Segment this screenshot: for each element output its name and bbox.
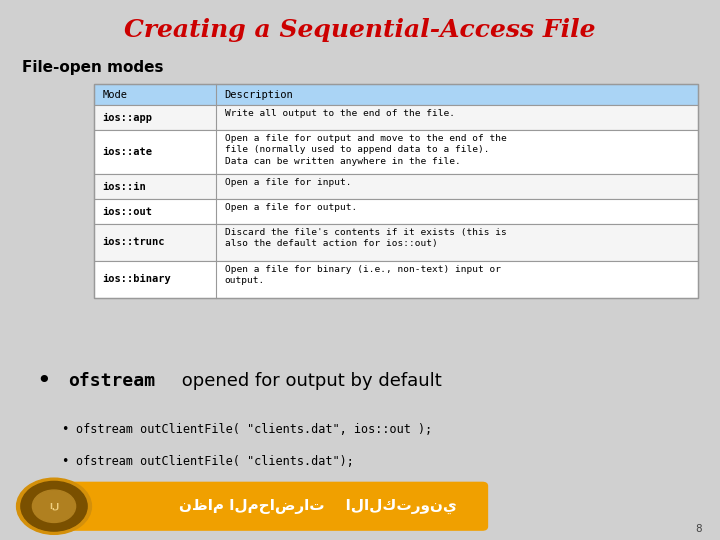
Text: Mode: Mode: [102, 90, 127, 99]
FancyBboxPatch shape: [94, 84, 698, 105]
Circle shape: [17, 478, 91, 535]
FancyBboxPatch shape: [45, 482, 488, 531]
FancyBboxPatch shape: [94, 174, 698, 199]
Text: ios::binary: ios::binary: [102, 274, 171, 284]
Text: Creating a Sequential-Access File: Creating a Sequential-Access File: [125, 18, 595, 42]
FancyBboxPatch shape: [94, 105, 698, 130]
FancyBboxPatch shape: [94, 130, 698, 174]
Text: ios::out: ios::out: [102, 207, 152, 217]
Text: File-open modes: File-open modes: [22, 60, 163, 75]
Text: ios::trunc: ios::trunc: [102, 238, 165, 247]
FancyBboxPatch shape: [94, 224, 698, 261]
Text: ofstream: ofstream: [68, 372, 156, 390]
Text: •: •: [36, 369, 50, 393]
FancyBboxPatch shape: [94, 261, 698, 298]
Text: Open a file for input.: Open a file for input.: [225, 178, 351, 187]
Text: ios::in: ios::in: [102, 182, 146, 192]
Text: ال: ال: [49, 502, 59, 511]
Text: Open a file for output and move to the end of the
file (normally used to append : Open a file for output and move to the e…: [225, 134, 506, 166]
FancyBboxPatch shape: [94, 199, 698, 224]
Circle shape: [32, 490, 76, 523]
Text: 8: 8: [696, 523, 702, 534]
Text: ofstream outClientFile( "clients.dat", ios::out );: ofstream outClientFile( "clients.dat", i…: [76, 423, 432, 436]
Text: ios::app: ios::app: [102, 113, 152, 123]
Text: Open a file for binary (i.e., non-text) input or
output.: Open a file for binary (i.e., non-text) …: [225, 265, 500, 285]
Text: Description: Description: [225, 90, 293, 99]
Text: •: •: [61, 455, 68, 468]
Text: ofstream outClientFile( "clients.dat");: ofstream outClientFile( "clients.dat");: [76, 455, 354, 468]
Text: ios::ate: ios::ate: [102, 147, 152, 157]
Text: opened for output by default: opened for output by default: [176, 372, 442, 390]
Text: Write all output to the end of the file.: Write all output to the end of the file.: [225, 109, 454, 118]
Text: Open a file for output.: Open a file for output.: [225, 203, 357, 212]
Circle shape: [21, 482, 87, 531]
Text: •: •: [61, 423, 68, 436]
Text: نظام المحاضرات    الالكتروني: نظام المحاضرات الالكتروني: [179, 498, 457, 514]
Text: Discard the file's contents if it exists (this is
also the default action for io: Discard the file's contents if it exists…: [225, 228, 506, 248]
